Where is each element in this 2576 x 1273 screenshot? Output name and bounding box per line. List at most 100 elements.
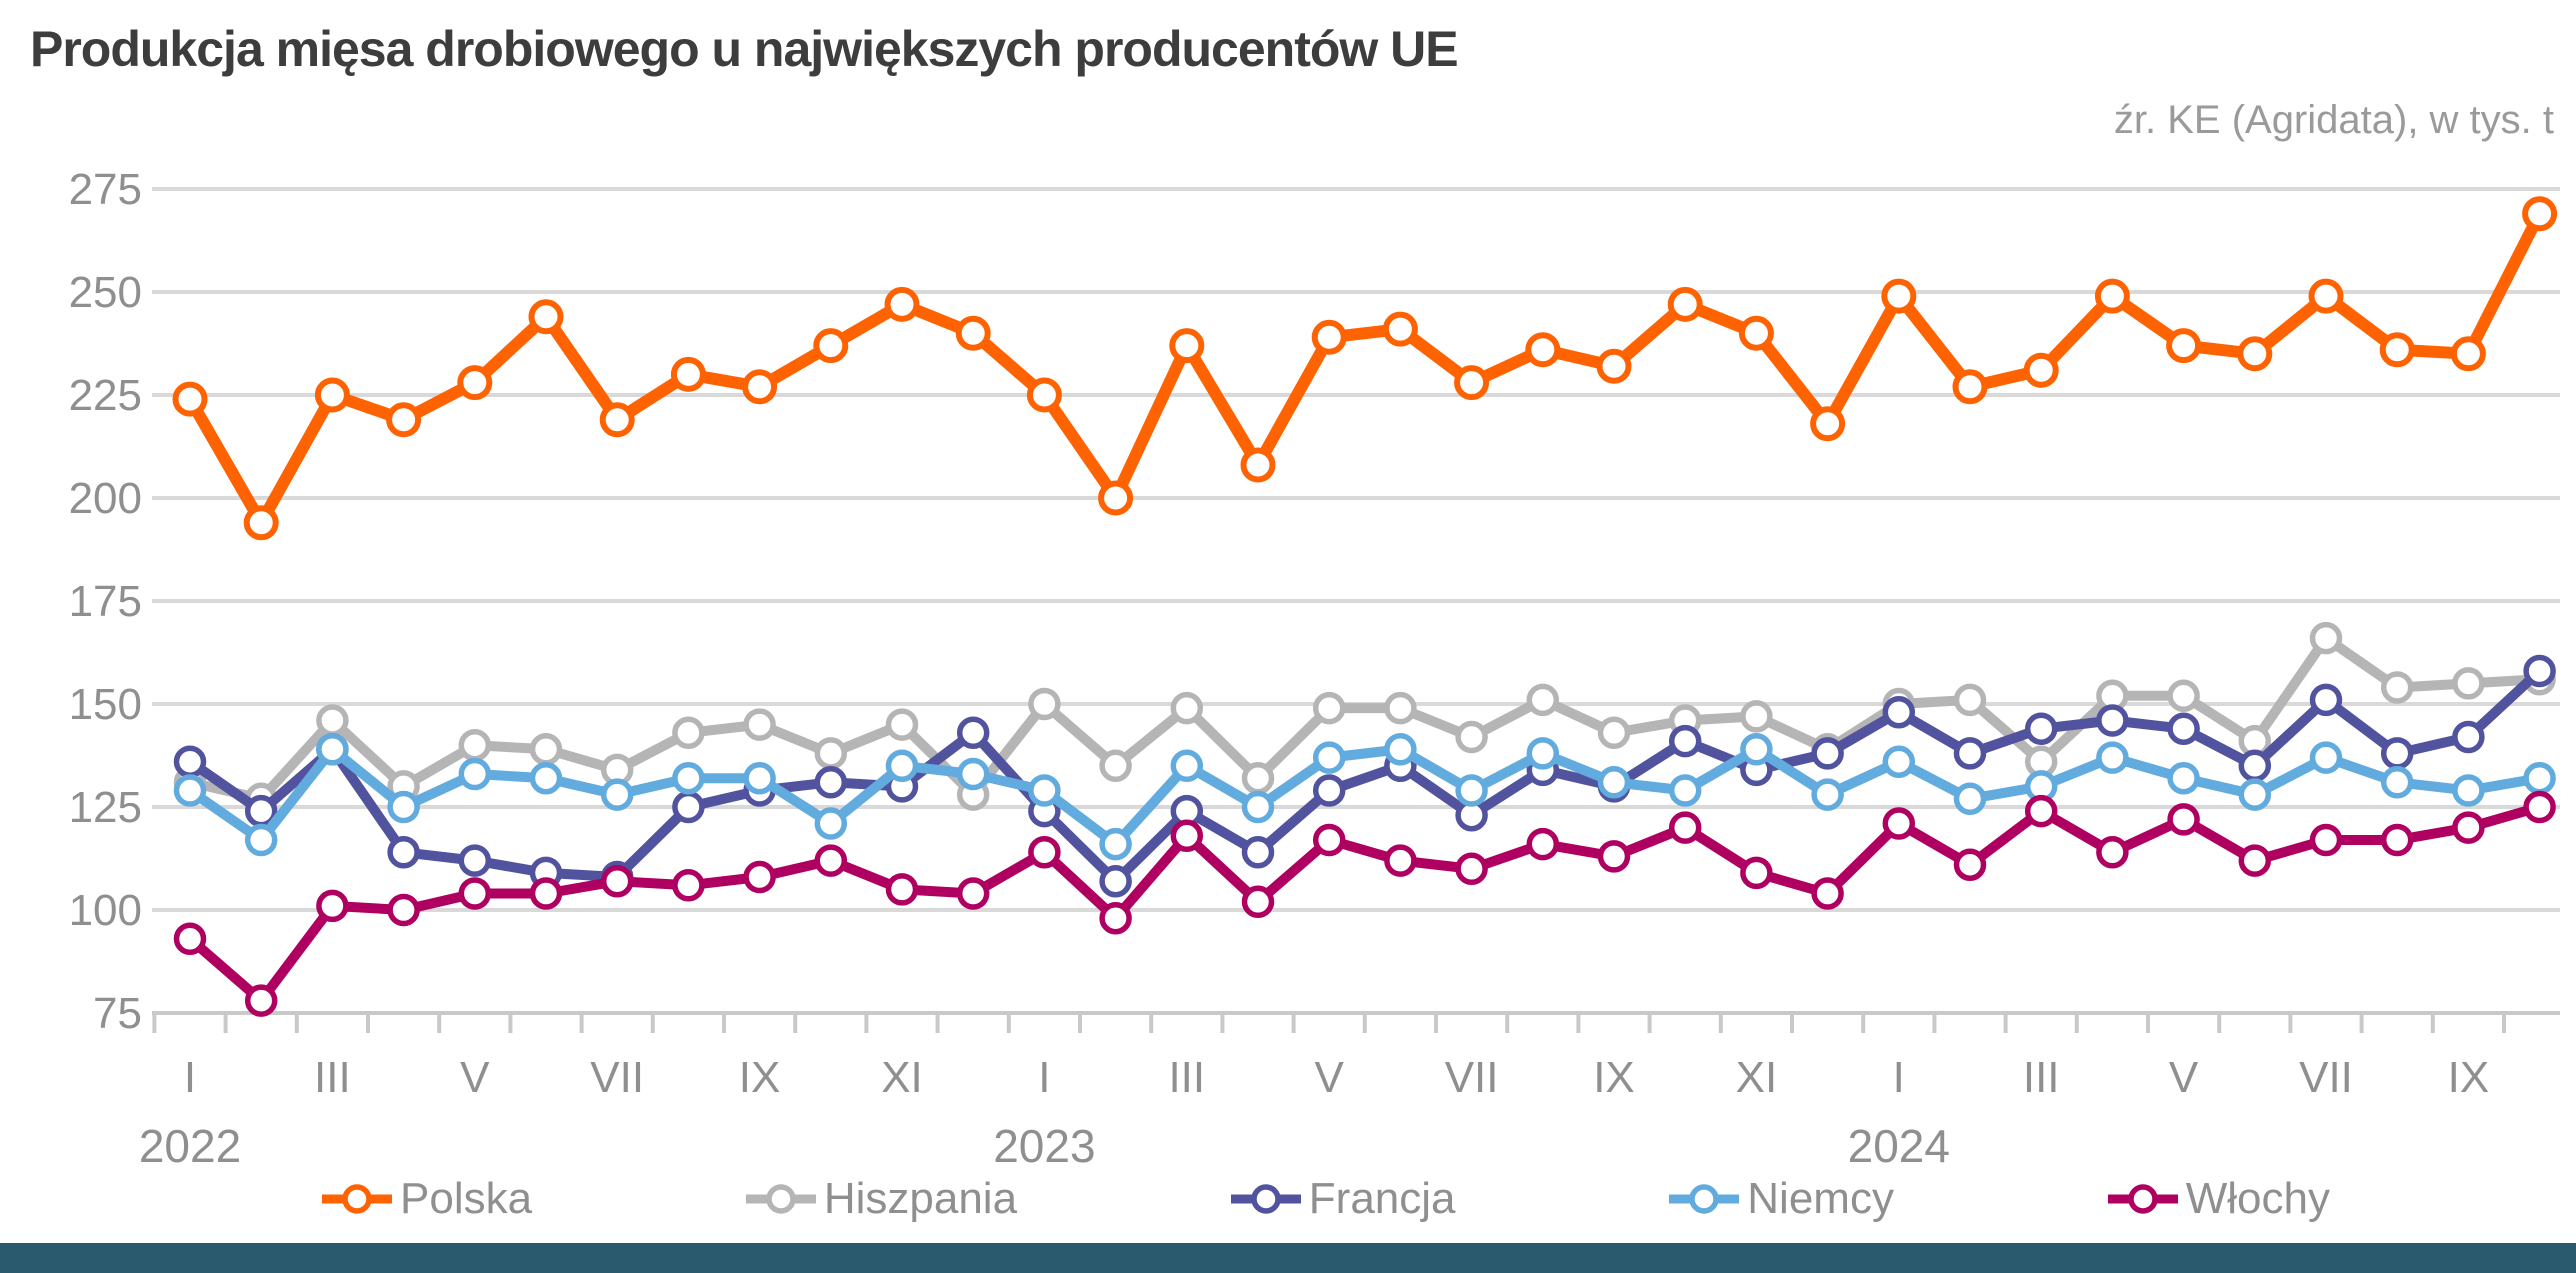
data-point-niemcy <box>1526 737 1560 770</box>
x-axis-tick-label: VII <box>1445 1053 1499 1102</box>
data-point-wlochy <box>956 877 990 910</box>
y-axis-tick-label: 100 <box>69 886 142 935</box>
x-axis-tick-label: V <box>460 1053 490 1102</box>
data-point-francja <box>2452 720 2485 754</box>
data-point-francja <box>1241 836 1275 869</box>
data-point-francja <box>458 844 492 877</box>
data-point-francja <box>814 766 848 799</box>
data-point-polska <box>314 377 350 413</box>
x-axis-tick-label: IX <box>1593 1053 1635 1102</box>
data-point-niemcy <box>2309 741 2343 774</box>
data-point-niemcy <box>600 778 634 811</box>
x-axis-tick-label: V <box>2169 1053 2199 1102</box>
data-point-niemcy <box>529 761 563 795</box>
data-point-polska <box>2450 336 2486 372</box>
x-axis-tick-label: III <box>314 1053 351 1102</box>
legend-item-niemcy: Niemcy <box>1667 1174 1894 1224</box>
legend-label: Niemcy <box>1747 1174 1894 1223</box>
legend-marker-icon <box>1669 1184 1740 1214</box>
data-point-niemcy <box>2523 761 2556 795</box>
data-point-polska <box>1881 278 1917 314</box>
legend-marker-icon <box>2107 1184 2178 1214</box>
data-point-francja <box>2309 683 2343 717</box>
data-point-wlochy <box>244 984 278 1017</box>
data-point-polska <box>1454 365 1490 401</box>
x-axis-tick-label: XI <box>881 1053 923 1102</box>
data-point-wlochy <box>2024 794 2058 828</box>
data-point-polska <box>1098 480 1134 516</box>
data-point-niemcy <box>1028 774 1061 807</box>
data-point-francja <box>2380 737 2414 770</box>
data-point-niemcy <box>173 774 207 807</box>
legend-marker-icon <box>1230 1184 1301 1214</box>
data-point-francja <box>1099 864 1132 898</box>
data-point-niemcy <box>2452 774 2485 807</box>
data-point-niemcy <box>1882 745 1916 778</box>
data-point-niemcy <box>387 790 420 824</box>
data-point-wlochy <box>1384 844 1417 877</box>
data-point-francja <box>2096 704 2129 737</box>
data-point-francja <box>956 716 990 750</box>
data-point-wlochy <box>1811 877 1844 910</box>
data-point-wlochy <box>1882 807 1916 840</box>
data-point-hiszpania <box>1597 716 1631 750</box>
data-point-wlochy <box>1455 852 1488 886</box>
data-point-hiszpania <box>1953 683 1987 717</box>
data-point-polska <box>2166 328 2202 364</box>
data-point-niemcy <box>1740 733 1773 766</box>
data-point-polska <box>1525 332 1561 368</box>
y-axis-tick-label: 250 <box>69 268 142 317</box>
data-point-francja <box>1882 695 1916 729</box>
data-point-polska <box>1311 319 1347 355</box>
data-point-hiszpania <box>1028 687 1061 721</box>
legend-marker-dot <box>1251 1184 1281 1214</box>
legend-label: Polska <box>400 1174 533 1223</box>
data-point-hiszpania <box>458 728 492 762</box>
data-point-polska <box>2237 336 2273 372</box>
data-point-niemcy <box>1811 778 1844 811</box>
year-labels: 2022 2023 2024 <box>139 1120 1950 1172</box>
series-wlochy <box>173 790 2556 1017</box>
data-point-polska <box>1169 328 1205 364</box>
data-point-niemcy <box>458 757 492 791</box>
data-point-hiszpania <box>743 708 776 741</box>
data-point-wlochy <box>1099 901 1132 935</box>
year-label: 2024 <box>1848 1120 1950 1172</box>
data-point-polska <box>1738 315 1774 351</box>
data-point-polska <box>599 402 635 438</box>
data-point-polska <box>2308 278 2344 314</box>
y-axis-tick-label: 150 <box>69 680 142 729</box>
legend-item-polska: Polska <box>320 1174 532 1224</box>
data-point-francja <box>2024 712 2058 745</box>
data-point-wlochy <box>1028 836 1061 869</box>
y-axis-labels: 75 100 125 150 175 200 225 250 275 <box>69 165 142 1038</box>
data-point-polska <box>1952 369 1988 405</box>
data-point-polska <box>1240 447 1276 483</box>
data-point-polska <box>2094 278 2130 314</box>
data-point-niemcy <box>1597 766 1631 799</box>
data-point-polska <box>2379 332 2415 368</box>
data-point-polska <box>2522 196 2558 232</box>
x-axis-tick-label: I <box>1893 1053 1905 1102</box>
data-point-hiszpania <box>1384 691 1417 725</box>
data-point-niemcy <box>1953 782 1987 816</box>
legend-item-hiszpania: Hiszpania <box>744 1174 1017 1224</box>
series-line-hiszpania <box>185 633 2545 804</box>
data-point-wlochy <box>1668 811 1702 844</box>
series-line-wlochy <box>185 802 2545 1006</box>
x-axis-tick-label: IX <box>2448 1053 2490 1102</box>
legend-marker-dot <box>342 1184 372 1214</box>
data-point-polska <box>528 299 564 335</box>
series-line-niemcy <box>185 744 2545 850</box>
data-point-hiszpania <box>1312 691 1346 725</box>
x-axis-tick-label: VII <box>2299 1053 2353 1102</box>
legend: Polska Hiszpania Francja Niemcy Włochy <box>320 1174 2330 1224</box>
x-axis-tick-label: XI <box>1736 1053 1778 1102</box>
y-axis-tick-label: 200 <box>69 474 142 523</box>
data-point-niemcy <box>956 757 990 791</box>
data-point-wlochy <box>2167 803 2200 836</box>
data-point-wlochy <box>1526 827 1560 861</box>
y-axis-tick-label: 75 <box>93 989 142 1038</box>
legend-marker-icon <box>322 1184 392 1214</box>
